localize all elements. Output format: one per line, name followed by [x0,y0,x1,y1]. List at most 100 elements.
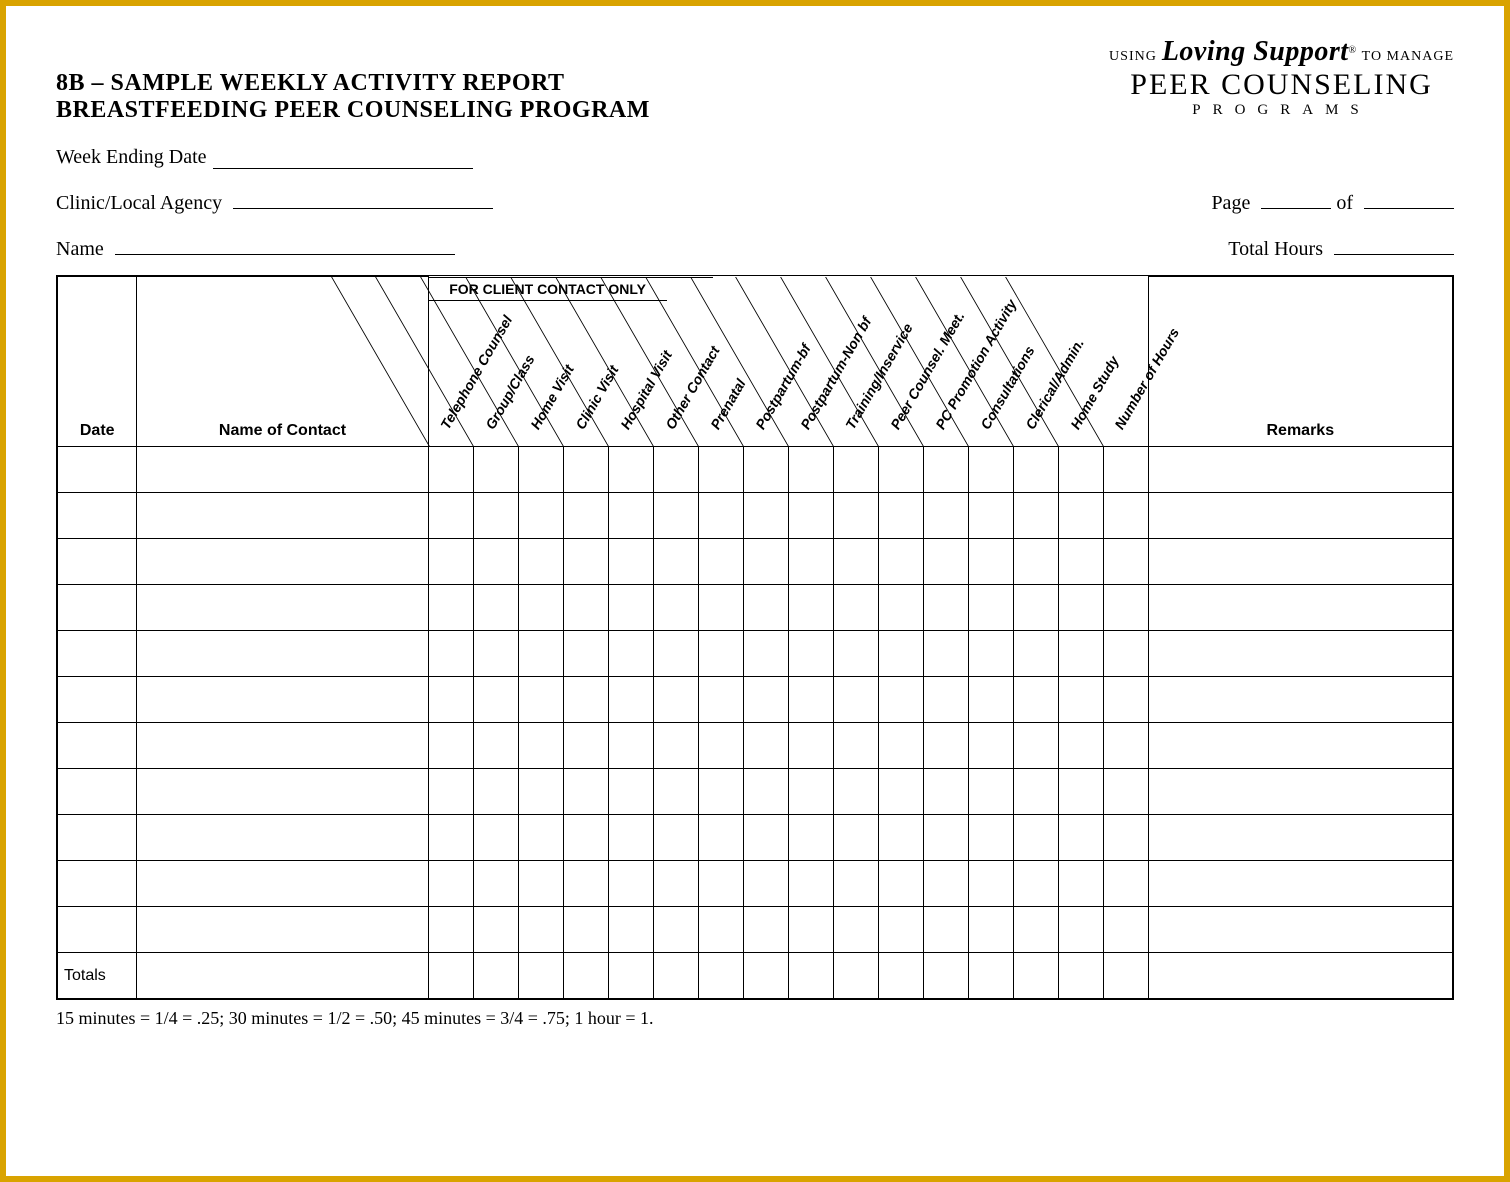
table-cell[interactable] [698,907,743,953]
table-cell[interactable] [1058,493,1103,539]
table-cell[interactable] [1103,815,1148,861]
table-cell[interactable] [428,539,473,585]
table-cell[interactable] [653,861,698,907]
table-cell[interactable] [923,815,968,861]
table-cell[interactable] [608,677,653,723]
table-cell[interactable] [833,631,878,677]
table-cell[interactable] [473,539,518,585]
table-cell[interactable] [833,769,878,815]
table-cell[interactable] [923,585,968,631]
table-cell[interactable] [743,447,788,493]
table-cell[interactable] [1058,631,1103,677]
table-cell[interactable] [563,723,608,769]
table-cell[interactable] [1148,585,1452,631]
table-cell[interactable] [1013,907,1058,953]
table-cell[interactable] [1013,585,1058,631]
table-cell[interactable] [473,585,518,631]
table-cell[interactable] [788,493,833,539]
table-cell[interactable] [878,493,923,539]
table-cell[interactable] [788,585,833,631]
table-cell[interactable] [608,539,653,585]
table-cell[interactable] [1103,723,1148,769]
totals-cell[interactable] [1103,953,1148,999]
table-cell[interactable] [137,815,428,861]
table-cell[interactable] [518,539,563,585]
table-cell[interactable] [653,631,698,677]
table-cell[interactable] [473,907,518,953]
table-cell[interactable] [698,769,743,815]
table-cell[interactable] [968,815,1013,861]
table-cell[interactable] [1148,631,1452,677]
table-cell[interactable] [1103,631,1148,677]
table-cell[interactable] [833,585,878,631]
table-cell[interactable] [1103,907,1148,953]
table-cell[interactable] [1148,769,1452,815]
table-cell[interactable] [743,585,788,631]
table-cell[interactable] [1058,677,1103,723]
table-cell[interactable] [923,631,968,677]
table-cell[interactable] [1103,493,1148,539]
table-cell[interactable] [968,585,1013,631]
totals-cell[interactable] [137,953,428,999]
table-cell[interactable] [58,677,137,723]
totals-cell[interactable] [968,953,1013,999]
table-cell[interactable] [563,539,608,585]
table-cell[interactable] [1013,539,1058,585]
table-cell[interactable] [473,493,518,539]
totals-cell[interactable] [428,953,473,999]
table-cell[interactable] [518,677,563,723]
table-cell[interactable] [743,769,788,815]
table-cell[interactable] [653,493,698,539]
table-cell[interactable] [968,907,1013,953]
table-cell[interactable] [608,723,653,769]
table-cell[interactable] [608,585,653,631]
table-cell[interactable] [428,907,473,953]
table-cell[interactable] [563,447,608,493]
of-input[interactable] [1364,191,1454,209]
table-cell[interactable] [137,723,428,769]
table-cell[interactable] [923,677,968,723]
table-cell[interactable] [428,447,473,493]
table-cell[interactable] [58,723,137,769]
table-cell[interactable] [653,447,698,493]
table-cell[interactable] [1103,769,1148,815]
table-cell[interactable] [1058,723,1103,769]
table-cell[interactable] [1058,769,1103,815]
table-cell[interactable] [698,585,743,631]
table-cell[interactable] [833,539,878,585]
table-cell[interactable] [788,769,833,815]
table-cell[interactable] [788,861,833,907]
table-cell[interactable] [878,769,923,815]
table-cell[interactable] [968,631,1013,677]
totals-cell[interactable] [743,953,788,999]
table-cell[interactable] [833,907,878,953]
table-cell[interactable] [518,769,563,815]
table-cell[interactable] [968,723,1013,769]
table-cell[interactable] [653,769,698,815]
table-cell[interactable] [923,907,968,953]
table-cell[interactable] [1148,447,1452,493]
table-cell[interactable] [58,493,137,539]
table-cell[interactable] [878,723,923,769]
totals-cell[interactable] [833,953,878,999]
table-cell[interactable] [653,585,698,631]
table-cell[interactable] [563,861,608,907]
table-cell[interactable] [698,493,743,539]
table-cell[interactable] [137,631,428,677]
totals-cell[interactable] [473,953,518,999]
table-cell[interactable] [137,769,428,815]
table-cell[interactable] [788,447,833,493]
table-cell[interactable] [833,861,878,907]
table-cell[interactable] [968,539,1013,585]
table-cell[interactable] [473,677,518,723]
table-cell[interactable] [137,861,428,907]
table-cell[interactable] [428,815,473,861]
table-cell[interactable] [1148,907,1452,953]
table-cell[interactable] [833,447,878,493]
table-cell[interactable] [1013,815,1058,861]
table-cell[interactable] [1013,861,1058,907]
table-cell[interactable] [1058,861,1103,907]
table-cell[interactable] [137,539,428,585]
table-cell[interactable] [518,723,563,769]
totals-cell[interactable] [788,953,833,999]
